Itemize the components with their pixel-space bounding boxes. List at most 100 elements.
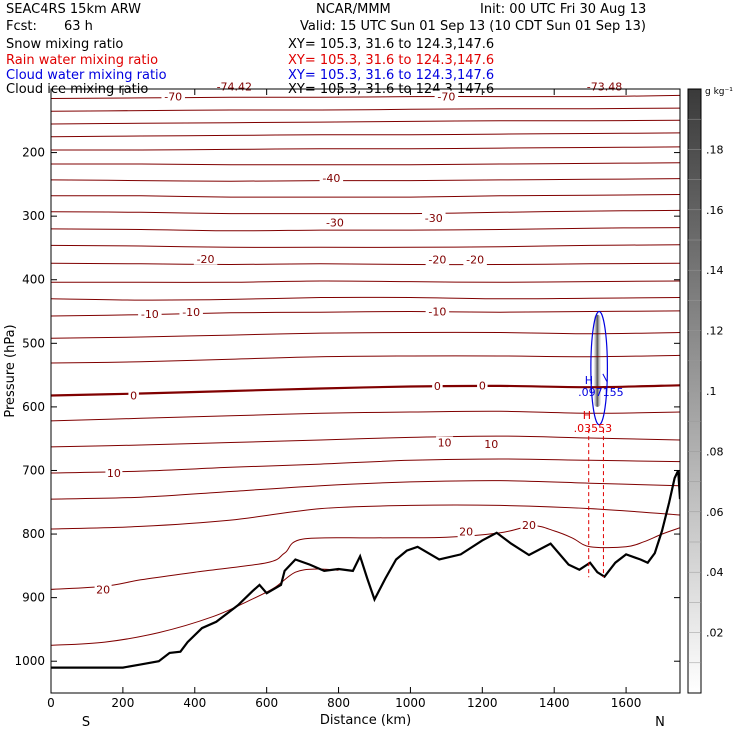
isotherm-label-bg [457, 525, 475, 538]
x-tick-label: 0 [47, 696, 55, 710]
isotherm-label-bg [477, 379, 488, 392]
x-tick-label: 800 [327, 696, 350, 710]
x-tick-label: 400 [183, 696, 206, 710]
x-axis-title: Distance (km) [320, 713, 411, 728]
isotherm-line-18 [51, 384, 680, 397]
isotherm-line-4 [51, 132, 680, 138]
isotherm-label: -40 [322, 172, 340, 185]
colorbar-tick-label: .16 [706, 204, 724, 217]
isotherm-label: -74.42 [217, 80, 252, 93]
x-tick-label: 1400 [539, 696, 570, 710]
isotherm-label-bg [482, 437, 500, 450]
field-xy-rain: XY= 105.3, 31.6 to 124.3,147.6 [288, 53, 495, 68]
isotherm-label-bg [128, 389, 139, 402]
y-tick-label: 300 [22, 209, 45, 223]
isotherm-line-2 [51, 107, 680, 112]
isotherm-label-bg [138, 308, 162, 321]
isotherm-label: -20 [428, 253, 446, 266]
isotherm-label: 10 [484, 438, 498, 451]
cloud-water-max-marker: H [585, 374, 593, 387]
colorbar-tick-label: .14 [706, 264, 724, 277]
y-tick-label: 900 [22, 591, 45, 605]
isotherm-label-bg [105, 467, 123, 480]
rain-water-max-value: .03553 [574, 422, 613, 435]
isotherm-line-9 [51, 209, 680, 215]
y-tick-label: 700 [22, 463, 45, 477]
y-tick-label: 400 [22, 273, 45, 287]
snow-mixing-shading [593, 314, 601, 407]
y-tick-label: 800 [22, 527, 45, 541]
isotherm-label-bg [434, 90, 459, 103]
isotherm-line-20 [51, 435, 680, 448]
colorbar-tick-label: .06 [706, 506, 724, 519]
colorbar-tick-label: .12 [706, 325, 724, 338]
isotherm-label-bg [520, 519, 538, 532]
isotherm-label: -20 [197, 253, 215, 266]
isotherm-label: -10 [428, 306, 446, 319]
isotherm-label: -70 [437, 91, 455, 104]
isotherm-label: 20 [459, 526, 473, 539]
isotherm-label: -10 [141, 308, 159, 321]
cloud-water-contour [590, 310, 608, 426]
isotherm-label-bg [161, 90, 185, 103]
isotherm-label-bg [425, 305, 450, 318]
isotherm-label: 10 [438, 436, 452, 449]
colorbar-tick-label: .02 [706, 627, 724, 640]
x-tick-label: 1000 [395, 696, 426, 710]
isotherm-line-13 [51, 280, 680, 283]
south-end-label: S [82, 715, 90, 730]
org-label: NCAR/MMM [316, 2, 391, 17]
y-tick-label: 200 [22, 146, 45, 160]
isotherm-line-8 [51, 194, 680, 198]
forecast-hours: 63 h [64, 19, 93, 34]
isotherm-label-bg [319, 172, 344, 185]
valid-time: Valid: 15 UTC Sun 01 Sep 13 (10 CDT Sun … [300, 19, 646, 34]
field-xy-snow: XY= 105.3, 31.6 to 124.3,147.6 [288, 37, 495, 52]
isotherm-label-bg [94, 583, 112, 596]
isotherm-line-22 [51, 480, 680, 500]
isotherm-line-10 [51, 227, 680, 232]
isotherm-line-20c [51, 525, 680, 590]
isotherm-label-bg [179, 306, 203, 319]
isotherm-line-11 [51, 244, 680, 248]
isotherm-label: 20 [96, 583, 110, 596]
isotherm-line-6 [51, 162, 680, 166]
colorbar-tick-label: .18 [706, 143, 724, 156]
isotherm-label-bg [193, 252, 218, 265]
isotherm-line-5 [51, 146, 680, 151]
isotherm-label-bg [463, 253, 487, 266]
x-tick-label: 200 [111, 696, 134, 710]
isotherm-label-bg [432, 379, 443, 392]
isotherm-line-16 [51, 331, 680, 339]
isotherm-line-warm [51, 568, 339, 646]
isotherm-label-bg [323, 216, 347, 229]
north-end-label: N [655, 715, 665, 730]
x-tick-label: 1600 [611, 696, 642, 710]
isotherm-label-bg [425, 253, 450, 266]
colorbar-tick-label: .08 [706, 445, 724, 458]
colorbar-tick-label: .1 [706, 385, 717, 398]
isotherm-label: -30 [326, 217, 344, 230]
isotherm-line-3 [51, 119, 680, 125]
cloud-water-max-value: .097155 [578, 386, 624, 399]
field-label-snow: Snow mixing ratio [6, 37, 124, 52]
y-tick-label: 1000 [14, 654, 45, 668]
y-tick-label: 500 [22, 336, 45, 350]
plot-frame [50, 88, 681, 694]
isotherm-line-12 [51, 262, 680, 266]
y-axis-title: Pressure (hPa) [3, 324, 18, 417]
isotherm-label: 0 [434, 380, 441, 393]
isotherm-line-23 [51, 504, 680, 530]
x-tick-label: 600 [255, 696, 278, 710]
isotherm-label: 0 [479, 379, 486, 392]
x-tick-label: 1200 [467, 696, 498, 710]
terrain-surface-line [51, 470, 680, 669]
forecast-label: Fcst: [6, 19, 37, 34]
isotherm-label: 10 [107, 467, 121, 480]
rain-water-max-marker: H [583, 409, 591, 422]
field-label-cloud-water: Cloud water mixing ratio [6, 68, 167, 83]
isotherm-label: -20 [466, 253, 484, 266]
isotherm-label: -10 [182, 306, 200, 319]
field-xy-cloud-water: XY= 105.3, 31.6 to 124.3,147.6 [288, 68, 495, 83]
